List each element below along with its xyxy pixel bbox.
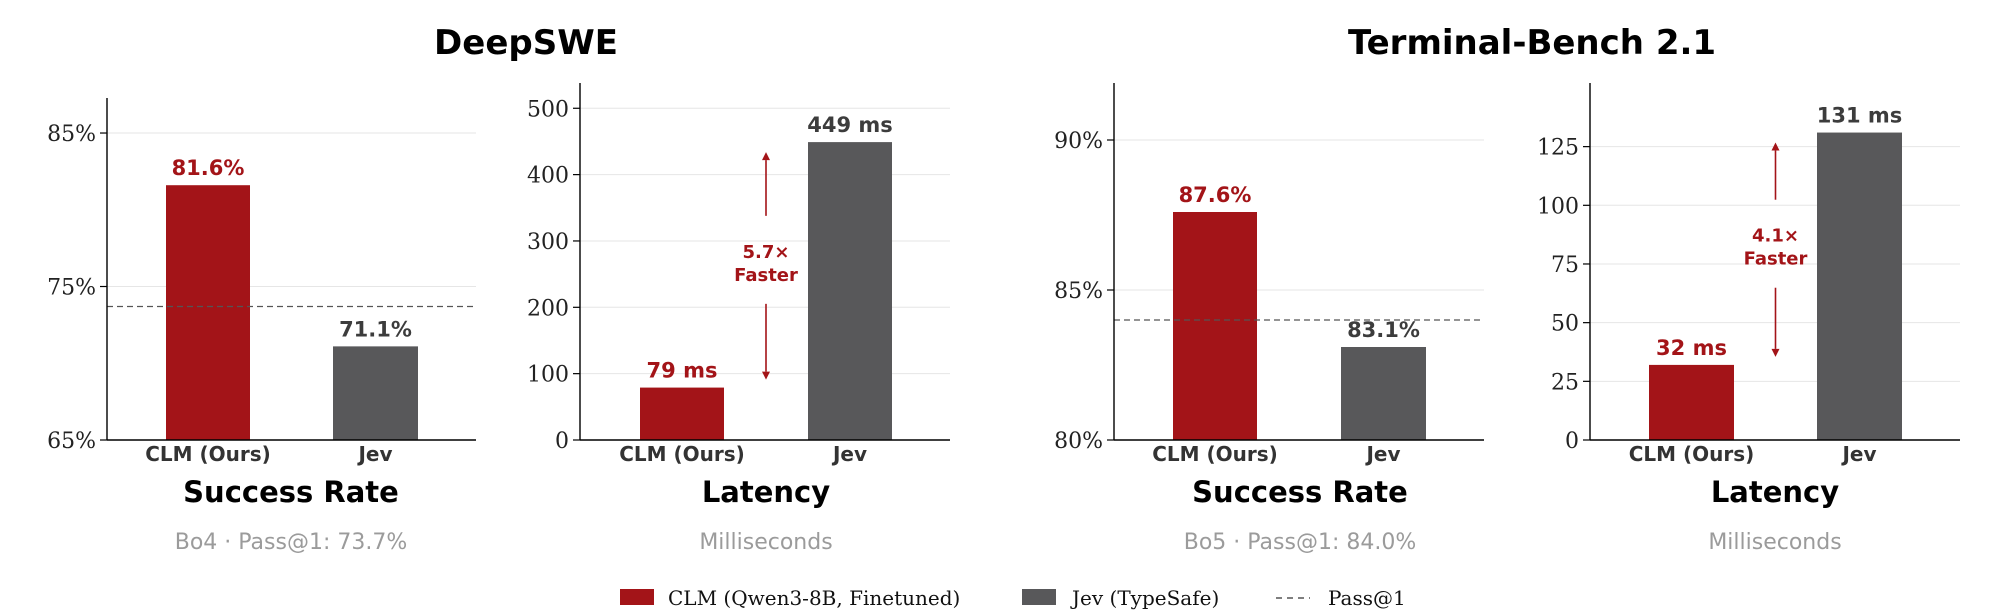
y-tick-label: 85% [47, 122, 96, 147]
value-label: 81.6% [172, 156, 245, 180]
panels: 65% 75% 85% 81.6% CLM (Ours) 71.1% Jev Success … [47, 83, 1960, 555]
bar-clm [640, 387, 724, 440]
annotation-arrowhead-down [762, 371, 770, 380]
panel-title: Success Rate [1192, 475, 1408, 509]
value-label: 32 ms [1656, 336, 1727, 360]
y-tick-label: 80% [1054, 429, 1103, 454]
category-label: CLM (Ours) [145, 442, 271, 466]
legend-swatch-jev [1022, 589, 1056, 605]
speedup-annotation: Faster [734, 265, 798, 286]
y-tick-label: 0 [555, 429, 569, 454]
bar-clm [1173, 212, 1257, 440]
bar-jev [333, 346, 418, 440]
speedup-annotation: Faster [1744, 249, 1808, 270]
legend-label-jev: Jev (TypeSafe) [1070, 586, 1219, 610]
value-label: 131 ms [1817, 104, 1903, 128]
y-tick-label: 500 [527, 97, 569, 122]
value-label: 79 ms [647, 359, 718, 383]
group-title-deepswe: DeepSWE [434, 23, 618, 63]
panel-title: Success Rate [183, 475, 399, 509]
y-tick-label: 100 [1537, 194, 1579, 219]
y-tick-label: 100 [527, 363, 569, 388]
legend-label-pass: Pass@1 [1328, 586, 1406, 610]
legend: CLM (Qwen3-8B, Finetuned) Jev (TypeSafe) P… [620, 586, 1406, 610]
category-label: Jev [1364, 442, 1400, 466]
value-label: 83.1% [1347, 318, 1420, 342]
category-label: Jev [1840, 442, 1876, 466]
category-label: Jev [356, 442, 392, 466]
annotation-arrowhead-up [1771, 142, 1780, 151]
y-tick-label: 125 [1537, 136, 1579, 161]
y-tick-label: 200 [527, 296, 569, 321]
y-tick-label: 75% [47, 276, 96, 301]
panel-title: Latency [702, 475, 830, 509]
annotation-arrowhead-down [1771, 348, 1780, 357]
y-tick-label: 75 [1551, 253, 1579, 278]
y-tick-label: 50 [1551, 312, 1579, 337]
bar-jev [1341, 347, 1426, 440]
bar-clm [1649, 364, 1734, 440]
bar-jev [808, 142, 892, 440]
panel-subtitle: Bo4 · Pass@1: 73.7% [175, 530, 408, 555]
y-tick-label: 65% [47, 429, 96, 454]
y-tick-label: 400 [527, 164, 569, 189]
panel-title: Latency [1711, 475, 1839, 509]
panel-subtitle: Bo5 · Pass@1: 84.0% [1184, 530, 1417, 555]
panel-subtitle: Milliseconds [699, 530, 832, 555]
y-tick-label: 25 [1551, 370, 1579, 395]
legend-label-clm: CLM (Qwen3-8B, Finetuned) [668, 586, 960, 610]
bar-jev [1817, 132, 1902, 440]
bar-clm [166, 185, 250, 440]
group-title-terminal-bench: Terminal-Bench 2.1 [1348, 23, 1716, 63]
value-label: 71.1% [339, 317, 412, 341]
category-label: CLM (Ours) [1629, 442, 1755, 466]
panel-tbench-latency: 0 25 50 75 100 125 32 ms CLM (Ours) 131 ms Jev 4.1… [1537, 83, 1960, 555]
category-label: CLM (Ours) [1152, 442, 1278, 466]
panel-deepswe-success: 65% 75% 85% 81.6% CLM (Ours) 71.1% Jev Success … [47, 98, 476, 555]
panel-deepswe-latency: 0 100 200 300 400 500 79 ms CLM (Ours) 449 ms Jev… [527, 83, 950, 555]
legend-swatch-clm [620, 589, 654, 605]
panel-tbench-success: 80% 85% 90% 87.6% CLM (Ours) 83.1% Jev Success … [1054, 83, 1484, 555]
y-tick-label: 85% [1054, 279, 1103, 304]
y-tick-label: 90% [1054, 129, 1103, 154]
speedup-annotation: 5.7× [743, 242, 790, 263]
y-tick-label: 300 [527, 230, 569, 255]
category-label: Jev [831, 442, 867, 466]
category-label: CLM (Ours) [619, 442, 745, 466]
panel-subtitle: Milliseconds [1708, 530, 1841, 555]
y-tick-label: 0 [1565, 429, 1579, 454]
speedup-annotation: 4.1× [1752, 226, 1799, 247]
annotation-arrowhead-up [762, 152, 770, 161]
value-label: 449 ms [807, 113, 893, 137]
value-label: 87.6% [1179, 183, 1252, 207]
